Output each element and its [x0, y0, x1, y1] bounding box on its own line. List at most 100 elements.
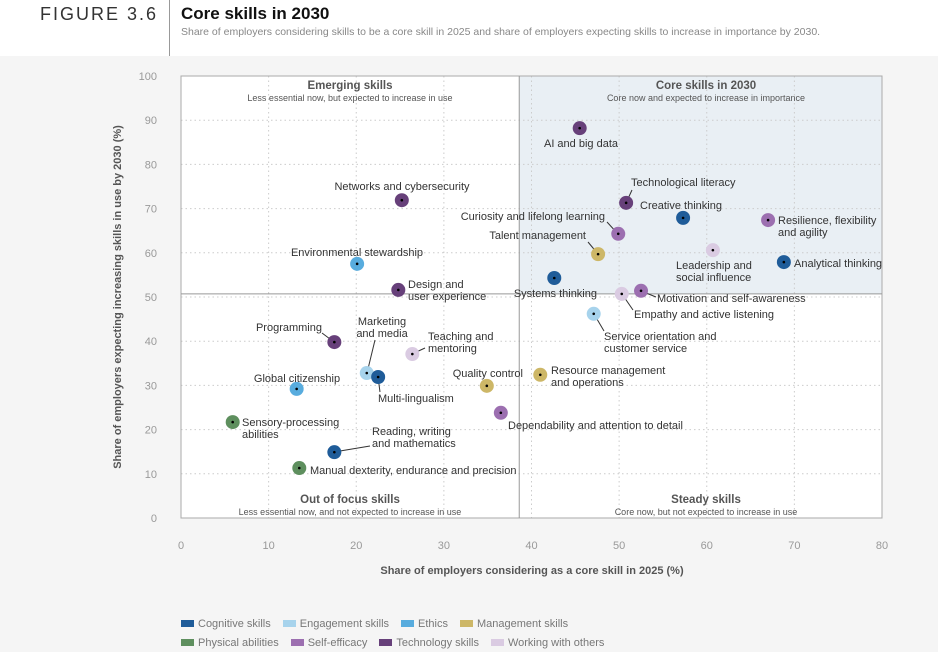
- x-tick-label: 80: [876, 540, 888, 552]
- point-label: Dependability and attention to detail: [508, 420, 683, 432]
- data-point-center: [596, 252, 600, 256]
- point-label: Multi-lingualism: [378, 393, 454, 405]
- legend-label: Working with others: [507, 636, 605, 649]
- point-label: Empathy and active listening: [634, 309, 774, 321]
- data-point-center: [592, 312, 596, 316]
- y-tick-label: 80: [145, 159, 157, 171]
- legend-item: Working with others: [490, 636, 605, 649]
- y-tick-label: 40: [145, 336, 157, 348]
- y-axis-label: Share of employers expecting increasing …: [112, 125, 124, 469]
- data-point-center: [485, 384, 489, 388]
- legend-swatch: [379, 639, 393, 646]
- x-tick-label: 10: [263, 540, 275, 552]
- point-label: and media: [356, 328, 408, 340]
- data-point-center: [297, 466, 301, 470]
- point-label: Systems thinking: [514, 288, 597, 300]
- y-tick-label: 20: [145, 425, 157, 437]
- point-label: Environmental stewardship: [291, 247, 423, 259]
- legend-label: Ethics: [418, 617, 448, 630]
- legend-label: Cognitive skills: [198, 617, 271, 630]
- x-tick-label: 50: [613, 540, 625, 552]
- legend-swatch: [401, 620, 415, 627]
- x-tick-label: 30: [438, 540, 450, 552]
- y-tick-label: 100: [139, 71, 157, 83]
- legend-item: Cognitive skills: [181, 618, 271, 630]
- data-point-center: [766, 218, 770, 222]
- figure-label: FIGURE 3.6: [40, 4, 159, 24]
- x-tick-label: 40: [525, 540, 537, 552]
- legend-label: Physical abilities: [198, 636, 279, 649]
- legend-label: Technology skills: [396, 636, 479, 649]
- x-tick-label: 70: [788, 540, 800, 552]
- point-label: Leadership and: [676, 260, 752, 272]
- data-point-center: [578, 126, 581, 130]
- divider: [169, 0, 170, 56]
- quadrant-subtitle: Less essential now, but expected to incr…: [247, 93, 452, 103]
- data-point-center: [681, 216, 685, 220]
- legend-label: Engagement skills: [299, 617, 390, 630]
- point-label: Sensory-processing: [242, 417, 339, 429]
- legend-swatch: [490, 639, 504, 646]
- point-label: Reading, writing: [372, 426, 451, 438]
- legend-label: Management skills: [477, 617, 569, 630]
- legend-item: Ethics: [401, 618, 448, 630]
- y-tick-label: 90: [145, 115, 157, 127]
- data-point-center: [620, 292, 624, 296]
- point-label: Manual dexterity, endurance and precisio…: [310, 465, 516, 477]
- legend-row: Physical abilities Self-efficacy Technolog…: [181, 633, 616, 652]
- data-point-center: [411, 352, 414, 356]
- point-label: user experience: [408, 291, 486, 303]
- y-tick-label: 10: [145, 469, 157, 481]
- point-label: Technological literacy: [631, 177, 736, 189]
- x-tick-label: 20: [350, 540, 362, 552]
- point-label: Creative thinking: [640, 200, 722, 212]
- quadrant-title: Emerging skills: [307, 80, 392, 92]
- x-tick-label: 60: [701, 540, 713, 552]
- header: FIGURE 3.6 Core skills in 2030 Share of …: [0, 0, 938, 56]
- legend-item: Technology skills: [379, 637, 479, 649]
- data-point-center: [624, 201, 628, 205]
- point-label: Curiosity and lifelong learning: [461, 211, 605, 223]
- point-label: and mathematics: [372, 438, 456, 450]
- point-label: Global citizenship: [254, 373, 340, 385]
- quadrant-title: Steady skills: [671, 494, 741, 506]
- data-point-center: [365, 371, 369, 375]
- point-label: Design and: [408, 279, 464, 291]
- point-label: mentoring: [428, 343, 477, 355]
- point-label: and operations: [551, 377, 624, 389]
- data-point-center: [333, 450, 336, 454]
- data-point-center: [397, 288, 400, 292]
- legend-item: Engagement skills: [282, 617, 390, 630]
- point-label: Resilience, flexibility: [778, 215, 877, 227]
- data-point-center: [333, 340, 336, 344]
- point-label: Talent management: [489, 230, 586, 242]
- chart-title: Core skills in 2030: [181, 4, 330, 23]
- chart-subtitle: Share of employers considering skills to…: [181, 26, 821, 38]
- data-point-center: [376, 375, 380, 379]
- data-point-center: [552, 276, 556, 280]
- legend-item: Physical abilities: [181, 637, 279, 649]
- plot-border: [180, 75, 883, 519]
- point-label: Networks and cybersecurity: [334, 181, 470, 193]
- legend: Cognitive skills Engagement skills Ethics M…: [181, 614, 616, 652]
- x-axis-label: Share of employers considering as a core…: [380, 565, 684, 577]
- quadrant-title: Core skills in 2030: [656, 80, 756, 92]
- y-tick-label: 70: [145, 204, 157, 216]
- point-label: Programming: [256, 322, 322, 334]
- y-tick-label: 60: [145, 248, 157, 260]
- point-label: abilities: [242, 429, 279, 441]
- x-tick-label: 0: [178, 540, 184, 552]
- point-label: Teaching and: [428, 331, 493, 343]
- data-point-center: [639, 289, 643, 293]
- data-point-center: [538, 373, 542, 377]
- legend-row: Cognitive skills Engagement skills Ethics M…: [181, 614, 616, 633]
- point-label: and agility: [778, 227, 828, 239]
- data-point-center: [355, 262, 359, 266]
- data-point-center: [711, 248, 715, 252]
- point-label: Resource management: [551, 365, 665, 377]
- data-point-center: [400, 198, 404, 202]
- point-label: Analytical thinking: [794, 258, 882, 270]
- legend-item: Self-efficacy: [290, 637, 367, 649]
- quadrant-subtitle: Core now and expected to increase in imp…: [607, 93, 805, 103]
